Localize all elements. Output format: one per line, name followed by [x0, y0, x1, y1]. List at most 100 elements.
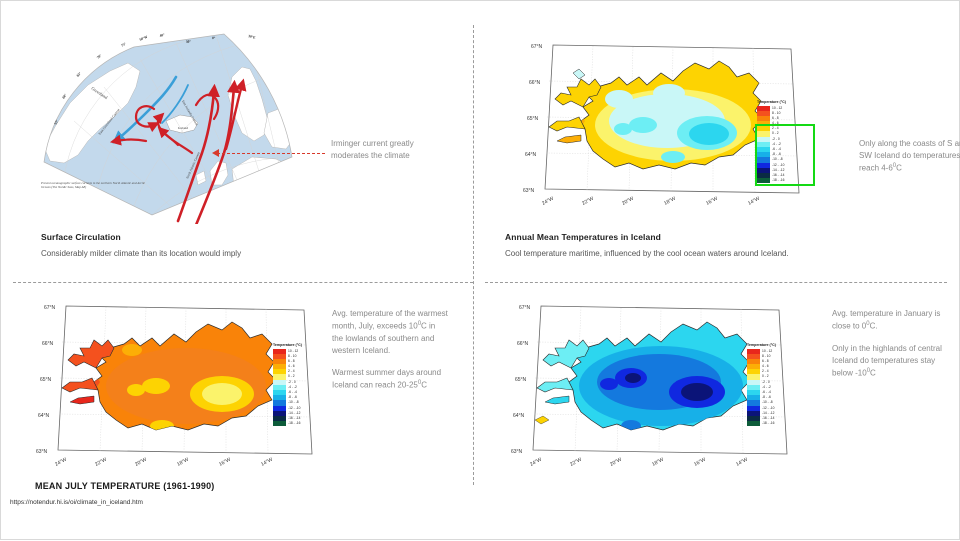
legend-row: -8 - -6	[757, 152, 786, 158]
legend-swatch	[747, 415, 760, 422]
svg-text:55°: 55°	[53, 119, 59, 126]
legend-row: -12 - -10	[273, 405, 302, 411]
irminger-annotation: Irminger current greatly moderates the c…	[331, 138, 451, 162]
svg-text:67°N: 67°N	[519, 305, 531, 311]
axis-lon-14: 14°W	[747, 196, 761, 207]
svg-text:18°W: 18°W	[651, 457, 665, 468]
legend-row: 0 - 2	[757, 131, 786, 137]
legend-swatch	[273, 400, 286, 406]
legend-row: -2 - 0	[273, 379, 302, 385]
legend-row: -12 - -10	[747, 405, 776, 411]
legend-title: Temperature (°C)	[273, 343, 302, 347]
legend-label: 6 - 8	[772, 115, 779, 120]
legend-row: -6 - -4	[273, 390, 302, 396]
legend-row: 4 - 6	[747, 364, 776, 370]
legend-swatch	[757, 152, 770, 158]
annual-mean-annotation-tail: C	[896, 163, 902, 173]
irminger-annotation-text: Irminger current greatly moderates the c…	[331, 139, 414, 160]
legend-label: -14 - -12	[288, 410, 301, 415]
legend-row: 6 - 8	[757, 115, 786, 122]
legend-label: 8 - 10	[772, 110, 781, 115]
source-url[interactable]: https://notendur.hi.is/oi/climate_in_ice…	[10, 499, 143, 506]
legend-swatch	[757, 131, 770, 137]
legend-swatch	[757, 141, 770, 147]
legend-label: -12 - -10	[772, 162, 785, 167]
legend-row: 2 - 4	[757, 126, 786, 132]
svg-text:24°W: 24°W	[54, 457, 68, 468]
legend-row: -2 - 0	[747, 379, 776, 385]
annotation-leader-line	[217, 153, 325, 155]
degree-superscript: 0	[866, 367, 871, 374]
legend-row: 0 - 2	[747, 374, 776, 380]
legend-bands: 10 - 12 8 - 10 6 - 8 4 - 6 2 - 4 0 - 2 -…	[757, 105, 786, 184]
legend-row: -12 - -10	[757, 162, 786, 168]
svg-text:22°W: 22°W	[569, 457, 583, 468]
legend-row: -8 - -6	[747, 395, 776, 401]
july-annotation-2a: Warmest summer days around Iceland can r…	[332, 367, 442, 390]
svg-text:64°N: 64°N	[513, 413, 525, 419]
legend-row: 4 - 6	[757, 121, 786, 127]
annual-mean-annotation: Only along the coasts of S and SW Icelan…	[859, 138, 960, 175]
legend-label: -10 - -8	[762, 400, 773, 405]
legend-row: -18 - -16	[747, 421, 776, 427]
legend-label: 0 - 2	[762, 374, 769, 379]
legend-label: -14 - -12	[772, 167, 785, 172]
svg-text:14°W: 14°W	[735, 457, 749, 468]
legend-label: -18 - -16	[288, 421, 301, 426]
legend-swatch	[273, 379, 286, 385]
axis-lat-65: 65°N	[527, 116, 539, 122]
january-annotation-2a: Only in the highlands of central Iceland…	[832, 343, 942, 378]
legend-label: -2 - 0	[772, 136, 780, 141]
legend-label: 4 - 6	[772, 121, 779, 126]
legend-label: -16 - -14	[762, 415, 775, 420]
legend-label: -8 - -6	[288, 395, 297, 400]
axis-lon-22: 22°W	[581, 196, 595, 207]
legend-swatch	[273, 390, 286, 396]
panel-january: 67°N 66°N 65°N 64°N 63°N 24°W 22°W 20°W 18°…	[473, 282, 960, 541]
legend-swatch	[747, 384, 760, 390]
axis-lon-20: 20°W	[621, 196, 635, 207]
legend-row: -14 - -12	[273, 410, 302, 416]
svg-text:65°: 65°	[76, 71, 83, 78]
horizontal-divider-right	[485, 282, 947, 283]
legend-july: Temperature (°C) 10 - 12 8 - 10 6 - 8 4 …	[273, 343, 302, 427]
legend-row: 10 - 12	[747, 348, 776, 354]
legend-row: -16 - -14	[747, 415, 776, 422]
legend-row: 8 - 10	[757, 110, 786, 116]
svg-text:30°E: 30°E	[248, 34, 257, 40]
legend-label: -4 - -2	[288, 384, 297, 389]
legend-swatch	[747, 369, 760, 375]
legend-swatch	[757, 178, 770, 184]
label-iceland: Iceland	[178, 126, 188, 130]
legend-label: -6 - -4	[772, 147, 781, 151]
legend-row: -14 - -12	[747, 410, 776, 416]
legend-swatch	[273, 374, 286, 380]
legend-title: Temperature (°C)	[747, 343, 776, 347]
svg-text:63°N: 63°N	[36, 449, 48, 455]
legend-label: 2 - 4	[288, 369, 295, 374]
january-annotation-1b: C.	[869, 321, 878, 331]
svg-text:63°N: 63°N	[511, 449, 523, 455]
legend-swatch	[747, 405, 760, 411]
legend-label: -16 - -14	[288, 415, 301, 420]
legend-swatch	[747, 379, 760, 385]
legend-label: 6 - 8	[762, 358, 769, 363]
svg-text:24°W: 24°W	[529, 457, 543, 468]
legend-row: -10 - -8	[757, 157, 786, 163]
panel-title-surface-circulation: Surface Circulation	[41, 232, 121, 242]
legend-swatch	[757, 162, 770, 168]
legend-row: 2 - 4	[273, 369, 302, 375]
legend-label: 8 - 10	[762, 353, 771, 358]
panel-july: 67°N 66°N 65°N 64°N 63°N 24°W 22°W 20°W 18°…	[1, 282, 473, 541]
svg-text:66°N: 66°N	[517, 341, 529, 347]
legend-row: 4 - 6	[273, 364, 302, 370]
legend-swatch	[747, 410, 760, 416]
legend-swatch	[747, 374, 760, 380]
legend-row: 10 - 12	[273, 348, 302, 354]
axis-lat-64: 64°N	[525, 152, 537, 158]
legend-swatch	[757, 110, 770, 116]
legend-label: 10 - 12	[772, 105, 783, 110]
july-temperature-map: 67°N 66°N 65°N 64°N 63°N 24°W 22°W 20°W 18°…	[36, 294, 336, 479]
svg-text:14°W: 14°W	[260, 457, 274, 468]
